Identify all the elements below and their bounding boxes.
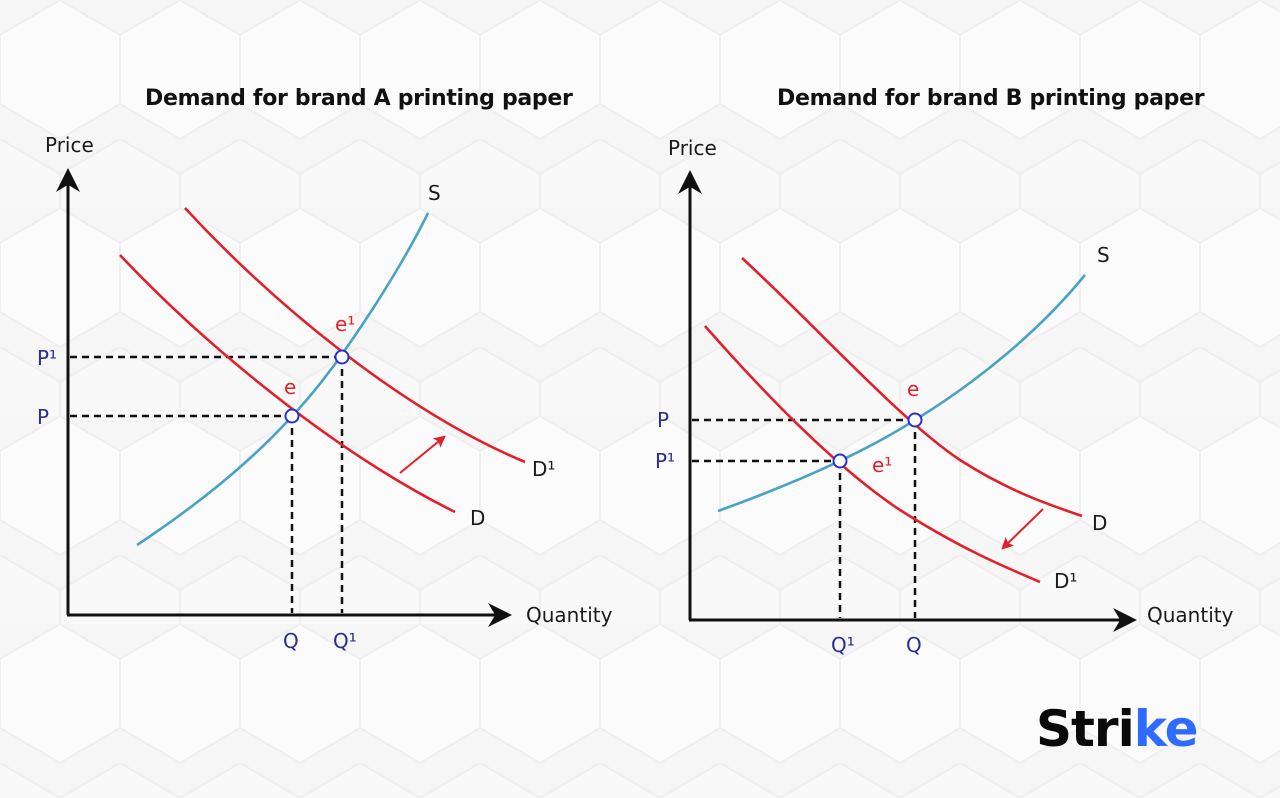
chart-b-shifted-demand-curve bbox=[704, 325, 1041, 584]
chart-b-price-label: P bbox=[657, 408, 669, 432]
chart-a-equilibrium-point bbox=[284, 408, 300, 424]
chart-a-shifted-equilibrium-point bbox=[334, 349, 350, 365]
chart-b-shifted-qty-label: Q¹ bbox=[831, 633, 855, 657]
chart-a-shifted-qty-label: Q¹ bbox=[333, 629, 357, 653]
chart-a-supply-label: S bbox=[428, 181, 441, 205]
chart-a-shifted-demand-label: D¹ bbox=[532, 457, 555, 481]
strike-logo: Strike bbox=[1036, 700, 1199, 758]
chart-b-title: Demand for brand B printing paper bbox=[777, 86, 1205, 111]
chart-a-demand-label: D bbox=[470, 506, 485, 530]
chart-b-shifted-equilibrium-point bbox=[832, 453, 848, 469]
chart-b-supply-label: S bbox=[1097, 243, 1110, 267]
chart-b-demand-label: D bbox=[1092, 511, 1107, 535]
chart-b-shifted-eq-label: e¹ bbox=[872, 453, 892, 477]
chart-a-eq-label: e bbox=[284, 375, 296, 399]
chart-a-demand-curve bbox=[119, 254, 456, 514]
chart-a-price-label: P bbox=[37, 405, 49, 429]
chart-a-qty-label: Q bbox=[283, 629, 299, 653]
chart-b-demand-curve bbox=[741, 257, 1083, 518]
logo-accent-text: ke bbox=[1133, 700, 1199, 758]
chart-b: Price Quantity S D D¹ e e¹ P P¹ Q¹ Q bbox=[655, 136, 1234, 657]
chart-b-shifted-demand-label: D¹ bbox=[1054, 569, 1077, 593]
chart-a-title: Demand for brand A printing paper bbox=[145, 86, 573, 111]
chart-b-equilibrium-point bbox=[907, 412, 923, 428]
chart-a-shifted-eq-label: e¹ bbox=[335, 312, 355, 336]
chart-b-y-axis-label: Price bbox=[668, 136, 717, 160]
chart-b-eq-label: e bbox=[907, 377, 919, 401]
chart-b-shift-arrow bbox=[1001, 508, 1044, 550]
chart-a-shift-arrow bbox=[399, 435, 446, 474]
chart-b-shifted-price-label: P¹ bbox=[655, 449, 675, 473]
chart-b-supply-curve bbox=[717, 274, 1087, 513]
chart-a-supply-curve bbox=[136, 212, 430, 547]
chart-a-y-axis-label: Price bbox=[45, 133, 94, 157]
chart-b-qty-label: Q bbox=[906, 633, 922, 657]
chart-b-x-axis-label: Quantity bbox=[1147, 603, 1234, 627]
chart-a: Price Quantity S D D¹ e e¹ P¹ P Q Q¹ bbox=[37, 133, 613, 653]
logo-text: Stri bbox=[1036, 700, 1135, 758]
chart-a-x-axis-label: Quantity bbox=[526, 603, 613, 627]
chart-a-shifted-price-label: P¹ bbox=[37, 346, 57, 370]
